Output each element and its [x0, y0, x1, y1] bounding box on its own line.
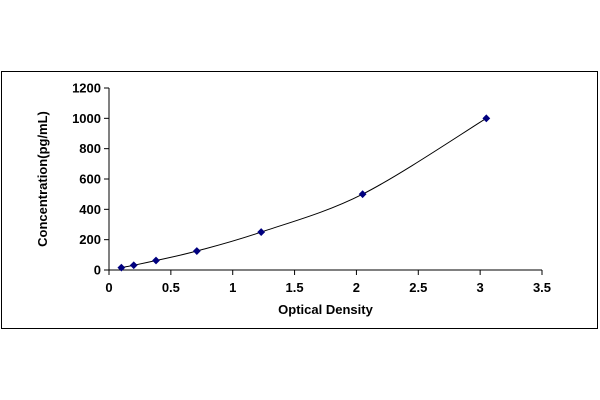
y-tick-label: 0: [94, 263, 101, 278]
data-points: [117, 114, 491, 272]
data-point: [257, 228, 266, 236]
y-ticks: 0 200 400 600 800 1000 1200: [72, 81, 109, 278]
x-ticks: 0 0.5 1 1.5 2 2.5 3 3.5: [105, 270, 551, 295]
data-point: [482, 114, 491, 123]
data-point: [358, 190, 367, 199]
axes: [108, 88, 542, 271]
x-tick-label: 2: [353, 280, 360, 295]
x-tick-label: 3: [477, 280, 484, 295]
x-tick-label: 0.5: [162, 280, 180, 295]
y-tick-label: 800: [79, 141, 101, 156]
x-tick-label: 0: [105, 280, 112, 295]
y-tick-label: 400: [79, 202, 101, 217]
x-tick-label: 3.5: [533, 280, 551, 295]
data-point: [117, 263, 126, 272]
fit-curve: [121, 117, 487, 269]
y-tick-label: 1200: [72, 81, 101, 96]
x-tick-label: 1.5: [286, 280, 304, 295]
y-tick-label: 600: [79, 172, 101, 187]
x-axis-title: Optical Density: [278, 302, 373, 317]
x-tick-label: 1: [229, 280, 236, 295]
y-axis-title: Concentration(pg/mL): [35, 111, 50, 247]
data-point: [192, 247, 201, 255]
data-point: [152, 256, 160, 265]
chart-svg: 0 200 400 600 800 1000 1200 0 0.5 1 1.5 2 2.5 3 3.5 O…: [35, 81, 551, 318]
data-point: [129, 261, 138, 270]
y-tick-label: 1000: [72, 111, 101, 126]
x-tick-label: 2.5: [409, 280, 427, 295]
chart-frame: 0 200 400 600 800 1000 1200 0 0.5 1 1.5 2 2.5 3 3.5 O…: [1, 71, 598, 329]
y-tick-label: 200: [79, 232, 101, 247]
